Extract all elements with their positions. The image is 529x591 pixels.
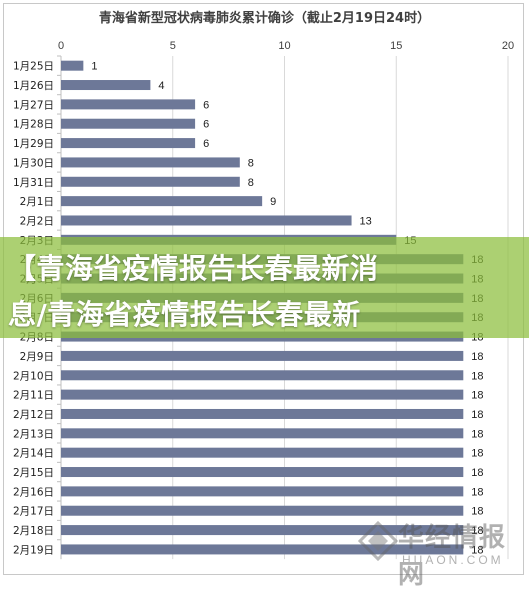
bar	[61, 544, 464, 555]
category-label: 1月29日	[13, 138, 54, 150]
bar	[61, 196, 263, 207]
bar	[61, 408, 464, 419]
category-label: 2月12日	[13, 409, 54, 421]
category-label: 2月15日	[13, 467, 54, 479]
category-label: 2月13日	[13, 428, 54, 440]
data-label: 9	[270, 196, 276, 208]
data-label: 18	[471, 467, 483, 479]
data-label: 6	[203, 119, 209, 131]
category-label: 2月9日	[20, 351, 54, 363]
data-label: 18	[471, 544, 483, 556]
watermark: 华经情报网 HUAON.COM	[358, 515, 528, 590]
data-label: 6	[203, 99, 209, 111]
category-label: 2月16日	[13, 486, 54, 498]
category-label: 1月31日	[13, 177, 54, 189]
category-label: 1月28日	[13, 119, 54, 131]
data-label: 1	[91, 61, 97, 73]
category-label: 2月14日	[13, 448, 54, 460]
category-label: 1月30日	[13, 157, 54, 169]
category-label: 2月19日	[13, 544, 54, 556]
data-label: 18	[471, 448, 483, 460]
chart-title: 青海省新型冠状病毒肺炎累计确诊（截止2月19日24时）	[98, 11, 431, 26]
bar	[61, 157, 240, 168]
data-label: 18	[471, 486, 483, 498]
bar	[61, 215, 352, 226]
bar	[61, 80, 151, 91]
x-tick-label: 0	[58, 40, 64, 52]
data-label: 18	[471, 370, 483, 382]
category-label: 2月11日	[13, 390, 54, 402]
bar	[61, 428, 464, 439]
data-label: 18	[471, 525, 483, 537]
category-label: 2月1日	[20, 196, 54, 208]
watermark-text-en: HUAON.COM	[402, 553, 504, 567]
category-label: 2月17日	[13, 506, 54, 518]
data-label: 18	[471, 409, 483, 421]
data-label: 8	[248, 177, 254, 189]
category-label: 2月18日	[13, 525, 54, 537]
category-label: 1月25日	[13, 61, 54, 73]
bar	[61, 60, 84, 71]
data-label: 4	[158, 80, 164, 92]
data-label: 13	[360, 215, 372, 227]
bar	[61, 525, 464, 536]
data-label: 18	[471, 390, 483, 402]
bar	[61, 447, 464, 458]
bar	[61, 505, 464, 516]
category-label: 2月10日	[13, 370, 54, 382]
category-label: 2月2日	[20, 215, 54, 227]
data-label: 18	[471, 351, 483, 363]
category-label: 1月27日	[13, 99, 54, 111]
x-axis-ticks: 0 5 10 15 20	[58, 40, 514, 52]
bar	[61, 467, 464, 478]
bar	[61, 118, 196, 129]
x-tick-label: 10	[278, 40, 290, 52]
x-tick-label: 20	[502, 40, 514, 52]
bar	[61, 350, 464, 361]
data-label: 18	[471, 428, 483, 440]
bar	[61, 389, 464, 400]
x-tick-label: 5	[170, 40, 176, 52]
category-label: 1月26日	[13, 80, 54, 92]
overlay-banner: 【青海省疫情报告长春最新消 息/青海省疫情报告长春最新	[0, 237, 529, 338]
bar	[61, 486, 464, 497]
bar	[61, 370, 464, 381]
bar	[61, 99, 196, 110]
x-tick-label: 15	[390, 40, 402, 52]
banner-title-line-1: 【青海省疫情报告长春最新消	[8, 252, 379, 285]
data-label: 18	[471, 506, 483, 518]
bar	[61, 176, 240, 187]
data-label: 6	[203, 138, 209, 150]
watermark-text-cn: 华经情报网	[398, 523, 507, 590]
bar	[61, 138, 196, 149]
banner-title-line-2: 息/青海省疫情报告长春最新	[8, 298, 361, 331]
data-label: 8	[248, 157, 254, 169]
watermark-logo-icon	[358, 521, 398, 561]
